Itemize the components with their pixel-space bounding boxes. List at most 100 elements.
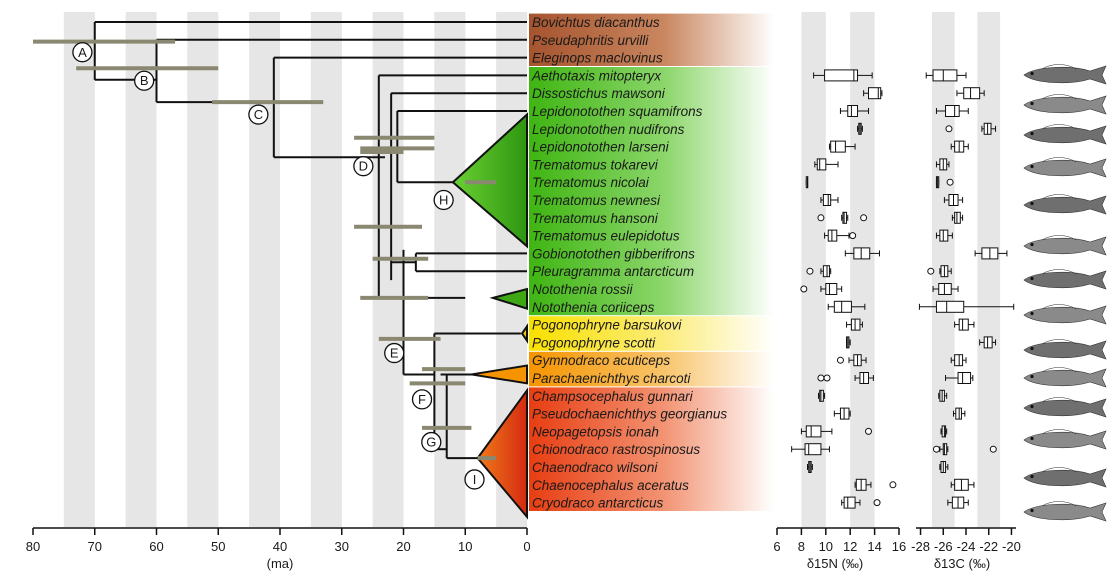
d15n-boxplots [791, 69, 897, 509]
d13c-tick-label: -26 [934, 539, 953, 554]
taxon-group-band [529, 387, 774, 511]
d15n-outlier [800, 285, 808, 293]
taxon-group-band [529, 351, 774, 387]
taxon-label: Chionodraco rastrospinosus [532, 442, 700, 457]
taxon-label: Eleginops maclovinus [532, 51, 663, 66]
d15n-band [801, 12, 826, 527]
d15n-box [854, 372, 874, 384]
d15n-outlier [889, 481, 897, 489]
d13c-outlier [946, 178, 954, 186]
d15n-tick-label: 8 [798, 539, 805, 554]
d15n-box [820, 194, 839, 206]
d15n-box [805, 176, 809, 189]
d15n-outlier [873, 499, 881, 507]
taxon-label: Trematomus hansoni [532, 211, 659, 226]
tree-time-bands [63, 12, 527, 527]
time-tick-label: 80 [26, 539, 40, 554]
fish-icon [1023, 304, 1107, 325]
taxon-label: Gymnodraco acuticeps [532, 353, 670, 368]
d13c-outlier [932, 445, 940, 453]
time-tick-label: 30 [335, 539, 349, 554]
d13c-box [939, 265, 952, 278]
d15n-box [841, 496, 861, 509]
fish-icon [1023, 339, 1107, 360]
d13c-box [947, 496, 969, 509]
d13c-boxplots [918, 69, 1015, 509]
d15n-box [820, 283, 843, 295]
fish-icon [1023, 235, 1107, 256]
node-labels: A B C D E F G H I [72, 42, 485, 490]
time-band [310, 12, 342, 527]
d15n-box [841, 211, 849, 224]
time-axis-label: (ma) [267, 556, 294, 571]
node-label-h: H [433, 189, 454, 211]
taxon-background-bands [529, 13, 774, 511]
taxon-label: Lepidonotothen nudifrons [532, 122, 685, 137]
d15n-box [844, 247, 880, 260]
d15n-box [839, 105, 869, 117]
time-band [372, 12, 404, 527]
taxon-group-band [529, 67, 774, 316]
d13c-tick-label: -22 [979, 539, 998, 554]
d15n-outlier [806, 267, 814, 275]
taxon-label: Bovichtus diacanthus [532, 15, 660, 30]
d15n-tick-label: 10 [819, 539, 833, 554]
fish-icon [1023, 501, 1107, 522]
node-letter: F [418, 392, 426, 407]
clade-triangle-icefishes [476, 387, 528, 520]
d15n-box [824, 229, 850, 242]
taxon-label: Trematomus tokarevi [532, 157, 659, 172]
node-letter: E [390, 346, 399, 361]
time-tick-label: 60 [149, 539, 163, 554]
time-band [249, 12, 280, 527]
fish-icon [1023, 429, 1107, 450]
d13c-box [981, 122, 997, 135]
d13c-box [935, 105, 969, 117]
d13c-tick-label: -24 [957, 539, 976, 554]
taxon-label: Champsocephalus gunnari [532, 389, 694, 404]
d13c-outlier [989, 445, 997, 453]
d15n-box [800, 425, 833, 438]
taxon-labels: Bovichtus diacanthus Pseudaphritis urvill… [531, 15, 727, 511]
taxon-label: Gobionotothen gibberifrons [532, 246, 695, 261]
d13c-box [945, 372, 974, 384]
taxon-label: Dissostichus mawsoni [532, 86, 666, 101]
d13c-box [950, 140, 969, 153]
d13c-box [935, 158, 950, 171]
d13c-box [950, 354, 967, 367]
time-tick-label: 10 [458, 539, 472, 554]
d13c-box [938, 389, 948, 402]
time-tick-label: 20 [396, 539, 410, 554]
time-band [63, 12, 95, 527]
taxon-group-band [529, 13, 774, 67]
taxon-label: Pogonophryne barsukovi [532, 318, 682, 333]
node-label-b: B [133, 70, 155, 91]
fish-icon [1023, 194, 1107, 215]
time-tick-label: 50 [211, 539, 225, 554]
node-age-intervals [33, 39, 497, 461]
d13c-box [932, 283, 959, 295]
fish-icon [1023, 94, 1107, 115]
d15n-box [857, 122, 863, 135]
fish-icon [1023, 397, 1107, 418]
taxon-label: Aethotaxis mitopteryx [531, 68, 662, 83]
d15n-outlier [817, 214, 825, 222]
d15n-box [828, 140, 856, 153]
d15n-box [814, 158, 839, 171]
d13c-box [939, 461, 949, 473]
fish-icon [1023, 157, 1107, 178]
d13c-axis-ticks: -28 -26 -24 -22 -20 [911, 528, 1021, 554]
d13c-box [979, 336, 997, 349]
node-letter: C [254, 107, 263, 122]
d15n-axis: δ15N (‰) [777, 527, 899, 571]
d15n-box [817, 389, 826, 402]
d15n-box [807, 461, 813, 473]
taxon-label: Cryodraco antarcticus [532, 496, 664, 511]
d13c-tick-label: -28 [911, 539, 930, 554]
d13c-box [974, 247, 1008, 260]
d15n-tick-label: 16 [892, 539, 906, 554]
fish-icon [1023, 367, 1107, 388]
taxon-label: Chaenocephalus aceratus [532, 478, 689, 493]
node-label-e: E [384, 342, 405, 364]
